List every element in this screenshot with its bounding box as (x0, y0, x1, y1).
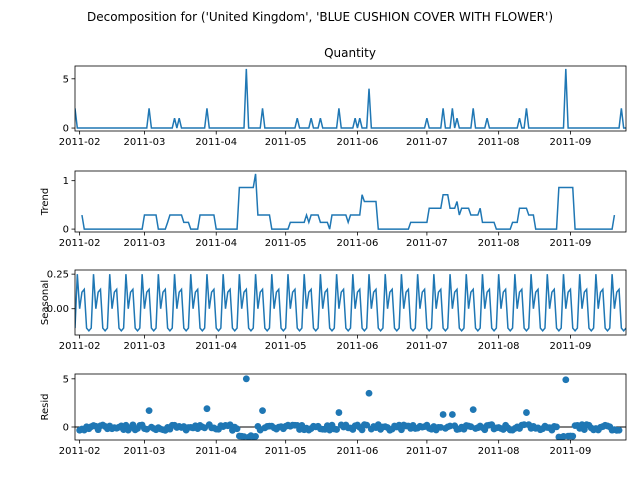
x-tick-label: 2011-02 (59, 137, 101, 148)
x-tick-label: 2011-02 (59, 446, 101, 457)
x-tick-label: 2011-03 (124, 238, 166, 249)
trend-series-line (81, 173, 616, 230)
x-tick-label: 2011-09 (550, 137, 592, 148)
panel-2-frame (74, 269, 627, 336)
figure-suptitle: Decomposition for ('United Kingdom', 'BL… (87, 10, 553, 24)
x-tick-label: 2011-09 (550, 341, 592, 352)
y-tick-label: 1 (63, 176, 69, 187)
x-tick-label: 2011-04 (195, 341, 237, 352)
x-tick-label: 2011-08 (478, 137, 520, 148)
resid-point (129, 421, 137, 429)
panel-1-frame (74, 170, 627, 233)
panel-title-quantity: Quantity (324, 46, 376, 60)
panel-1-axes: 2011-02 2011-03 2011-04 2011-05 2011-06 2011-… (40, 176, 591, 249)
resid-point (562, 376, 570, 384)
resid-point (439, 411, 447, 418)
x-tick-label: 2011-06 (337, 341, 379, 352)
resid-point (242, 375, 250, 383)
x-tick-label: 2011-08 (478, 446, 520, 457)
resid-point (252, 432, 259, 440)
resid-point (259, 407, 266, 415)
panel-2-axes: 2011-02 2011-03 2011-04 2011-05 2011-06 2011-… (40, 270, 591, 352)
y-tick-label: 5 (63, 374, 69, 385)
y-tick-label: 0 (63, 422, 69, 433)
x-tick-label: 2011-05 (265, 137, 307, 148)
x-tick-label: 2011-06 (337, 238, 379, 249)
resid-point (363, 421, 371, 429)
x-tick-label: 2011-02 (59, 341, 101, 352)
x-tick-label: 2011-06 (337, 137, 379, 148)
x-tick-label: 2011-05 (265, 238, 307, 249)
resid-point (358, 426, 366, 434)
resid-point (523, 409, 530, 416)
resid-point (469, 406, 477, 414)
x-tick-label: 2011-05 (265, 446, 307, 457)
x-tick-label: 2011-05 (265, 341, 307, 352)
seasonal-series-line (75, 274, 626, 333)
resid-point (553, 423, 560, 431)
x-tick-label: 2011-03 (124, 341, 166, 352)
x-tick-label: 2011-07 (406, 137, 448, 148)
resid-point (365, 389, 373, 397)
x-tick-label: 2011-08 (478, 341, 520, 352)
panel-3-frame (74, 373, 627, 441)
resid-point (145, 407, 153, 415)
resid-point (335, 409, 343, 416)
panel-0-axes: 2011-02 2011-03 2011-04 2011-05 2011-06 2011-… (59, 74, 592, 148)
x-tick-label: 2011-03 (124, 446, 166, 457)
panel-0-frame (74, 65, 627, 132)
resid-point (615, 426, 623, 434)
y-tick-label: 0 (63, 124, 69, 135)
y-tick-label: 0.25 (47, 270, 69, 281)
x-tick-label: 2011-07 (406, 238, 448, 249)
x-tick-label: 2011-09 (550, 446, 592, 457)
y-axis-label: Trend (40, 188, 51, 216)
y-tick-label: 0.00 (47, 304, 69, 315)
panel-3-axes: 2011-02 2011-03 2011-04 2011-05 2011-06 2011-… (40, 374, 591, 457)
resid-point (569, 432, 577, 440)
x-tick-label: 2011-04 (195, 137, 237, 148)
x-tick-label: 2011-07 (406, 446, 448, 457)
y-axis-label: Resid (40, 394, 51, 421)
resid-point (203, 405, 211, 413)
resid-point (333, 426, 341, 433)
y-axis-label: Seasonal (40, 280, 51, 325)
x-tick-label: 2011-06 (337, 446, 379, 457)
x-tick-label: 2011-09 (550, 238, 592, 249)
x-tick-label: 2011-08 (478, 238, 520, 249)
x-tick-label: 2011-07 (406, 341, 448, 352)
resid-point (233, 425, 241, 433)
decomposition-panels: 2011-02 2011-03 2011-04 2011-05 2011-06 2011-… (40, 65, 627, 457)
x-tick-label: 2011-03 (124, 137, 166, 148)
resid-points (76, 375, 623, 440)
quantity-series-line (75, 68, 626, 129)
x-tick-label: 2011-04 (195, 446, 237, 457)
y-tick-label: 5 (63, 74, 69, 85)
x-tick-label: 2011-02 (59, 238, 101, 249)
resid-point (448, 411, 456, 418)
y-tick-label: 0 (63, 225, 69, 236)
x-tick-label: 2011-04 (195, 238, 237, 249)
